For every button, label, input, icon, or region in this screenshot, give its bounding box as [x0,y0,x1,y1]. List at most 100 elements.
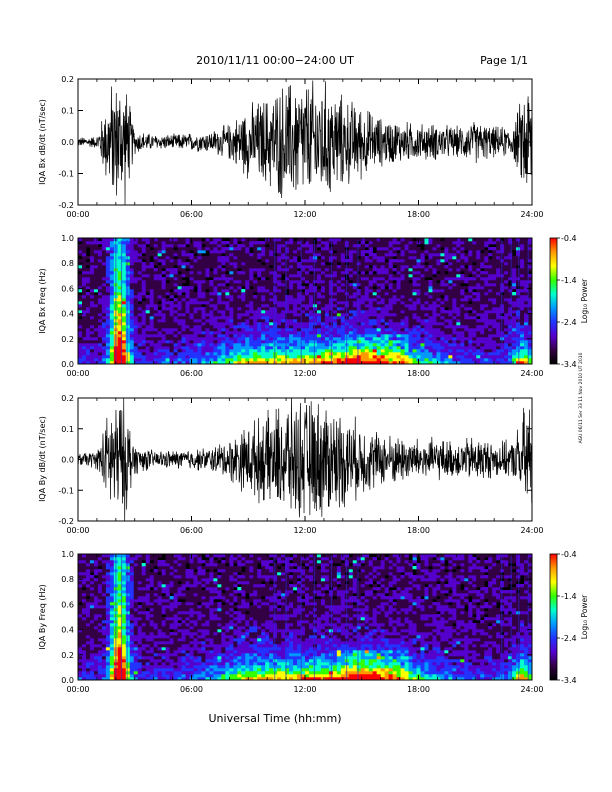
spectrogram-cell [332,355,338,359]
spectrogram-cell [229,355,234,359]
spectrogram-cell [101,325,107,329]
spectrogram-cell [508,298,513,302]
spectrogram-cell [324,325,330,329]
spectrogram-cell [308,253,314,257]
spectrogram-cell [456,268,461,272]
spectrogram-cell [137,256,143,260]
spectrogram-cell [436,304,441,308]
spectrogram-cell [484,301,489,305]
x-tick-label: 12:00 [293,369,316,378]
spectrogram-cell [125,304,131,308]
spectrogram-cell [249,241,254,245]
spectrogram-cell [97,346,103,350]
spectrogram-cell [165,259,170,263]
spectrogram-cell [488,337,493,341]
spectrogram-cell [372,307,377,311]
spectrogram-cell [480,265,485,269]
spectrogram-cell [400,283,405,287]
spectrogram-cell [476,286,481,290]
spectrogram-cell [121,337,127,341]
spectrogram-cell [253,283,258,287]
spectrogram-cell [265,265,270,269]
spectrogram-cell [285,268,290,272]
spectrogram-cell [197,304,202,308]
spectrogram-cell [265,352,270,356]
spectrogram-cell [297,262,302,266]
spectrogram-cell [193,328,198,332]
spectrogram-cell [428,337,433,341]
spectrogram-cell [436,292,441,296]
spectrogram-cell [512,292,517,296]
spectrogram-cell [360,262,366,266]
spectrogram-cell [368,241,373,245]
spectrogram-cell [524,241,529,245]
spectrogram-cell [400,316,405,320]
spectrogram-cell [512,274,517,278]
spectrogram-cell [356,358,362,362]
spectrogram-cell [400,247,405,251]
spectrogram-cell [93,295,99,299]
spectrogram-cell [241,256,246,260]
spectrogram-cell [217,265,222,269]
spectrogram-cell [464,361,469,365]
spectrogram-cell [504,322,509,326]
spectrogram-cell [356,343,362,347]
spectrogram-cell [305,307,310,311]
spectrogram-cell [372,361,377,365]
spectrogram-cell [141,322,146,326]
spectrogram-cell [277,298,282,302]
spectrogram-cell [444,238,449,242]
spectrogram-cell [444,286,449,290]
spectrogram-cell [293,328,298,332]
spectrogram-cell [384,274,389,278]
spectrogram-cell [85,268,91,272]
spectrogram-cell [281,298,286,302]
spectrogram-cell [400,298,405,302]
x-tick-label: 06:00 [180,210,203,219]
spectrogram-cell [528,256,533,260]
spectrogram-cell [360,352,366,356]
spectrogram-cell [340,322,346,326]
spectrogram-cell [193,307,198,311]
spectrogram-cell [376,331,381,335]
spectrogram-cell [428,346,433,350]
spectrogram-cell [301,310,306,314]
spectrogram-cell [460,238,465,242]
spectrogram-cell [145,265,150,269]
spectrogram-cell [141,283,146,287]
spectrogram-cell [380,331,385,335]
spectrogram-cell [89,623,95,627]
spectrogram-cell [221,313,226,317]
spectrogram-cell [388,247,393,251]
spectrogram-cell [197,238,202,242]
spectrogram-cell [281,322,286,326]
spectrogram-cell [217,247,222,251]
spectrogram-cell [205,295,210,299]
spectrogram-cell [448,265,453,269]
spectrogram-cell [408,310,413,314]
spectrogram-cell [388,301,393,305]
spectrogram-cell [137,295,143,299]
spectrogram-cell [97,265,103,269]
spectrogram-cell [293,265,298,269]
spectrogram-cell [452,271,457,275]
spectrogram-cell [277,244,282,248]
spectrogram-cell [504,313,509,317]
spectrogram-cell [205,247,210,251]
spectrogram-cell [93,340,99,344]
spectrogram-cell [117,328,123,332]
spectrogram-cell [492,253,497,257]
spectrogram-cell [289,268,294,272]
spectrogram-cell [305,361,310,365]
spectrogram-cell [488,280,493,284]
spectrogram-cell [504,310,509,314]
spectrogram-cell [265,358,270,362]
spectrogram-cell [285,298,290,302]
spectrogram-cell [261,268,266,272]
spectrogram-cell [412,280,417,284]
spectrogram-cell [81,656,87,660]
spectrogram-cell [181,256,186,260]
spectrogram-cell [213,316,218,320]
spectrogram-cell [85,677,91,681]
spectrogram-cell [424,322,429,326]
